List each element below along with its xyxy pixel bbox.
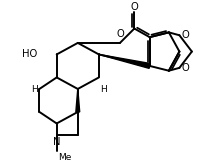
Text: N: N [53,137,60,147]
Text: O: O [116,29,124,39]
Text: H: H [31,85,37,94]
Polygon shape [99,54,150,68]
Polygon shape [76,89,80,112]
Text: Me: Me [59,153,72,162]
Text: O: O [181,30,189,40]
Text: HO: HO [22,50,37,59]
Text: O: O [131,2,138,12]
Text: H: H [100,85,107,94]
Text: O: O [181,63,189,73]
